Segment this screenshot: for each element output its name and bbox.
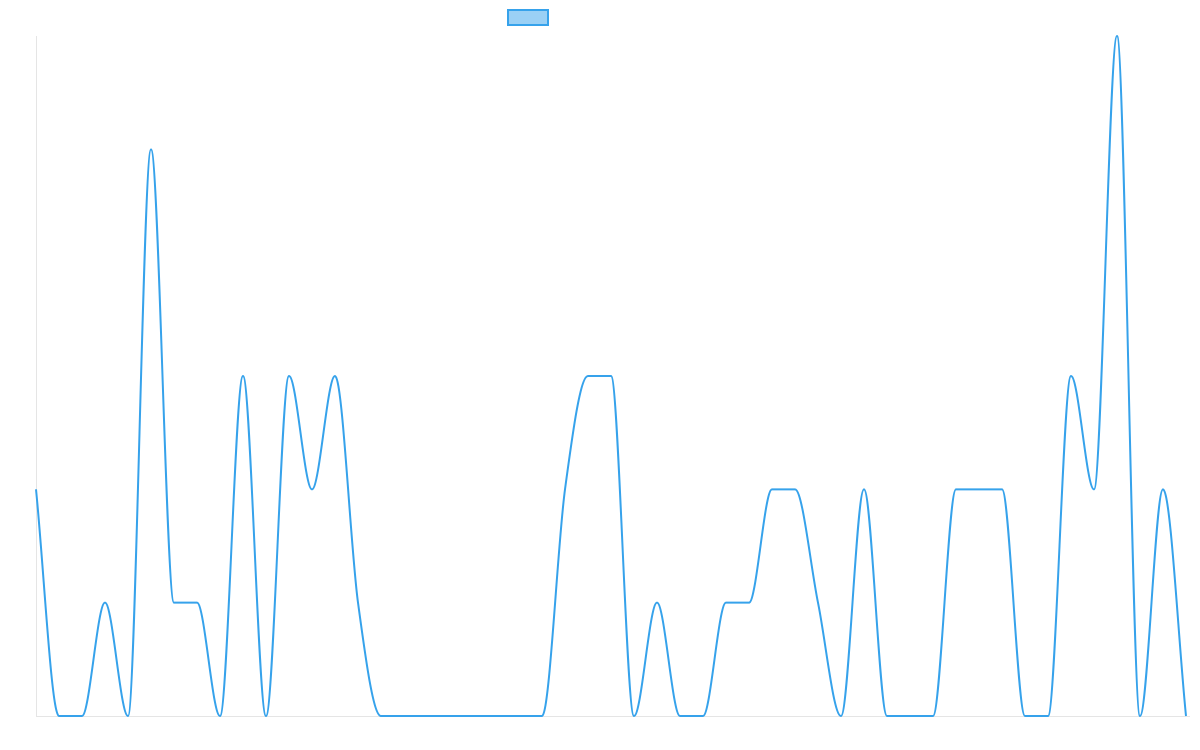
legend[interactable] xyxy=(507,9,549,26)
series-line xyxy=(35,34,1187,718)
legend-swatch[interactable] xyxy=(507,9,549,26)
